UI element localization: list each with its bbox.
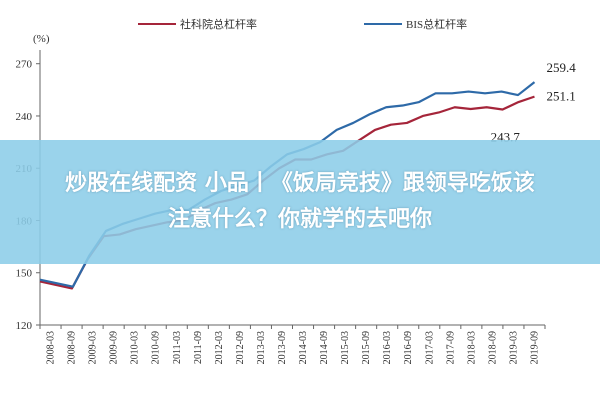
x-tick-label: 2013-03 <box>256 331 267 364</box>
x-tick-label: 2016-09 <box>403 331 414 364</box>
x-tick-label: 2011-09 <box>193 331 204 364</box>
data-label: 259.4 <box>546 60 576 75</box>
y-axis-unit-label: (%) <box>33 33 50 45</box>
x-tick-label: 2009-03 <box>88 331 99 364</box>
legend: 社科院总杠杆率 BIS总杠杆率 <box>138 17 467 31</box>
axes: 1201501802102402702008-032008-092009-032… <box>16 50 546 364</box>
x-tick-label: 2010-03 <box>130 331 141 364</box>
overlay-banner: 炒股在线配资 小品丨《饭局竞技》跟领导吃饭该 注意什么？你就学的去吧你 <box>0 140 600 264</box>
y-tick-label: 240 <box>16 111 33 123</box>
x-tick-label: 2008-09 <box>67 331 78 364</box>
x-tick-label: 2017-09 <box>445 331 456 364</box>
x-tick-label: 2012-03 <box>214 331 225 364</box>
x-tick-label: 2009-09 <box>109 331 120 364</box>
y-tick-label: 120 <box>16 320 33 332</box>
x-tick-label: 2016-03 <box>382 331 393 364</box>
x-tick-label: 2018-09 <box>487 331 498 364</box>
overlay-title-line-1: 炒股在线配资 小品丨《饭局竞技》跟领导吃饭该 <box>65 171 535 196</box>
x-tick-label: 2011-03 <box>172 331 183 364</box>
x-tick-label: 2013-09 <box>277 331 288 364</box>
x-tick-label: 2014-09 <box>319 331 330 364</box>
y-tick-label: 270 <box>16 59 33 71</box>
y-tick-label: 150 <box>16 268 33 280</box>
legend-label-series-0: 社科院总杠杆率 <box>180 17 257 31</box>
x-tick-label: 2014-03 <box>298 331 309 364</box>
legend-label-series-1: BIS总杠杆率 <box>406 17 467 31</box>
x-tick-label: 2015-09 <box>361 331 372 364</box>
x-tick-label: 2018-03 <box>466 331 477 364</box>
x-tick-label: 2019-09 <box>529 331 540 364</box>
x-tick-label: 2017-03 <box>424 331 435 364</box>
x-tick-label: 2019-03 <box>508 331 519 364</box>
data-label: 251.1 <box>546 89 575 104</box>
x-tick-label: 2012-09 <box>235 331 246 364</box>
x-tick-label: 2010-09 <box>151 331 162 364</box>
overlay-title-line-2: 注意什么？你就学的去吧你 <box>167 207 432 232</box>
x-tick-label: 2015-03 <box>340 331 351 364</box>
x-tick-label: 2008-03 <box>46 331 57 364</box>
